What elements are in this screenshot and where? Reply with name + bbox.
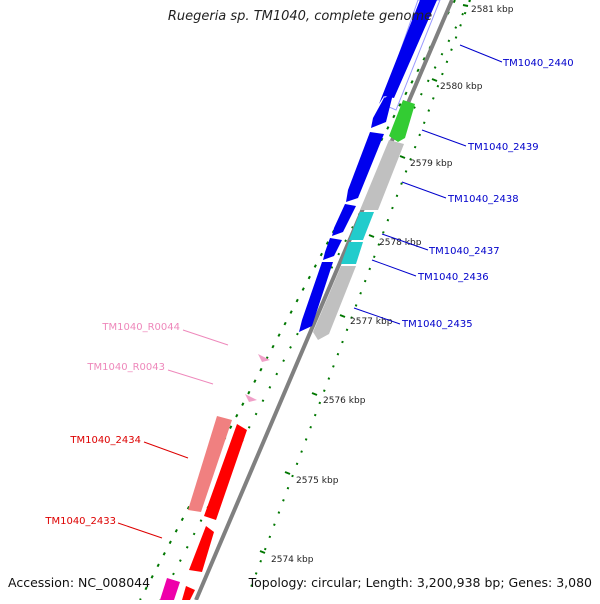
- label-TM1040_2435[interactable]: TM1040_2435: [401, 319, 473, 330]
- leader-TM1040_2437: [381, 233, 429, 251]
- forward-genes: [299, 0, 441, 332]
- kbp-tick-2574: [259, 550, 266, 554]
- gene-labels: TM1040_2440 TM1040_2439 TM1040_2438 TM10…: [44, 58, 573, 527]
- accession-text: Accession: NC_008044: [8, 575, 151, 590]
- leader-TM1040_2438: [401, 181, 447, 199]
- leader-TM1040_R0044: [182, 329, 229, 346]
- label-TM1040_2437[interactable]: TM1040_2437: [428, 246, 500, 257]
- kbp-label-2574: 2574 kbp: [271, 555, 314, 565]
- gene-TM1040_2438: [346, 132, 384, 202]
- inner-features: [160, 100, 415, 600]
- kbp-label-2576: 2576 kbp: [323, 396, 366, 406]
- gene-TM1040_2436-cyan: [341, 242, 363, 264]
- kbp-tick-2581: [462, 4, 469, 7]
- kbp-label-2580: 2580 kbp: [440, 82, 483, 92]
- kbp-tick-2575: [284, 471, 291, 475]
- kbp-tick-2578: [368, 234, 375, 238]
- label-leaders: [117, 44, 503, 539]
- pseudo-TM1040_2438: [360, 140, 404, 210]
- kbp-label-2575: 2575 kbp: [296, 476, 339, 486]
- map-title: Ruegeria sp. TM1040, complete genome: [167, 9, 433, 24]
- backbone: [194, 0, 454, 601]
- kbp-label-2577: 2577 kbp: [350, 317, 393, 327]
- gene-TM1040_2432: [182, 586, 195, 600]
- label-TM1040_2436[interactable]: TM1040_2436: [417, 272, 489, 283]
- inner-tick-ring: [249, 0, 471, 591]
- gene-TM1040_2440: [379, 0, 437, 104]
- gene-TM1040_2435: [299, 262, 333, 332]
- gene-TM1040_2434: [204, 424, 247, 520]
- rna-TM1040_R0043: [245, 394, 257, 402]
- leader-TM1040_2439: [421, 129, 467, 147]
- gene-magenta-bottom: [160, 578, 180, 600]
- leader-TM1040_2435: [353, 307, 401, 325]
- kbp-tick-2577: [339, 314, 346, 318]
- label-TM1040_2434[interactable]: TM1040_2434: [69, 435, 141, 446]
- gene-TM1040_2433: [189, 526, 214, 572]
- kbp-tick-2579: [399, 155, 406, 159]
- outer-tick-ring: [139, 0, 471, 601]
- label-TM1040_2438[interactable]: TM1040_2438: [447, 194, 519, 205]
- scale-minor-ticks: [249, 0, 471, 591]
- kbp-label-2579: 2579 kbp: [410, 159, 453, 169]
- leader-TM1040_2436: [371, 259, 417, 277]
- label-TM1040_R0044[interactable]: TM1040_R0044: [101, 322, 180, 333]
- gene-TM1040_2434-light: [188, 416, 232, 512]
- genome-stats-text: Topology: circular; Length: 3,200,938 bp…: [248, 575, 592, 590]
- kbp-tick-2580: [431, 78, 438, 82]
- label-TM1040_2433[interactable]: TM1040_2433: [44, 516, 116, 527]
- pseudo-TM1040_2435: [313, 266, 356, 340]
- leader-TM1040_2433: [117, 522, 163, 539]
- kbp-scale: 2581 kbp 2580 kbp 2579 kbp 2578 kbp 2577…: [259, 4, 514, 565]
- rna-TM1040_R0044: [258, 354, 270, 362]
- gene-TM1040_2436: [323, 238, 342, 260]
- kbp-label-2578: 2578 kbp: [379, 238, 422, 248]
- label-TM1040_R0043[interactable]: TM1040_R0043: [86, 362, 165, 373]
- kbp-label-2581: 2581 kbp: [471, 5, 514, 15]
- gene-TM1040_2437: [332, 204, 356, 236]
- gene-TM1040_2439-forward: [371, 94, 393, 128]
- leader-TM1040_R0043: [167, 369, 214, 385]
- label-TM1040_2440[interactable]: TM1040_2440: [502, 58, 574, 69]
- inner-minor-ticks-left: [139, 0, 456, 601]
- kbp-tick-2576: [311, 392, 318, 396]
- leader-TM1040_2434: [143, 441, 189, 459]
- backbone-line: [194, 0, 454, 601]
- gene-TM1040_2439: [389, 100, 415, 142]
- label-TM1040_2439[interactable]: TM1040_2439: [467, 142, 539, 153]
- leader-TM1040_2440: [459, 44, 503, 63]
- gene-TM1040_2437-cyan: [349, 212, 374, 240]
